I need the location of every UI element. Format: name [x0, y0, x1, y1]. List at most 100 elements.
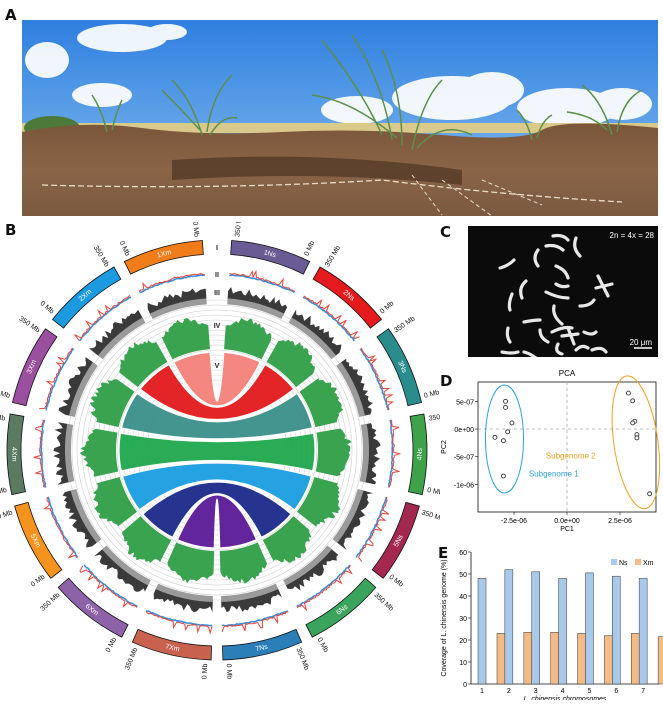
position-tick-label: 350 Mb [190, 222, 199, 237]
chromosome-band-4Ns [408, 413, 428, 496]
panel-label-d: D [440, 372, 453, 390]
y-tick: -5e-07 [454, 455, 474, 462]
pca-point [630, 398, 636, 404]
y-tick: -1e-06 [454, 482, 474, 489]
position-tick-label: 0 Mb [105, 637, 119, 654]
position-tick-label: 350 Mb [18, 315, 41, 334]
position-tick-label: 0 Mb [0, 487, 8, 497]
panel-label-c: C [440, 223, 452, 241]
x-tick: 2 [507, 688, 511, 695]
histogram-track [53, 286, 381, 613]
position-tick-label: 350 Mb [0, 412, 6, 422]
chromosome-band-5Ns [371, 501, 420, 579]
chromosome-band-2Xm [51, 266, 122, 329]
position-tick-label: 350 Mb [295, 647, 310, 671]
legend-swatch-Xm [635, 559, 641, 565]
bar-Ns-7 [638, 578, 648, 685]
bar-Xm-3 [550, 632, 559, 685]
chromosome-band-2Ns [312, 266, 383, 329]
pca-point [492, 434, 498, 440]
panel-label-a: A [5, 6, 17, 24]
y-tick: 50 [459, 572, 467, 579]
coverage-bar-chart: 0 10 20 30 40 50 60 1 2 3 4 5 6 7 L. chinensis chromos… [438, 538, 663, 703]
position-tick-label: 350 Mb [0, 509, 14, 523]
bar-Ns-5 [585, 572, 594, 685]
y-tick: 40 [459, 594, 467, 601]
chromosome-band-6Xm [57, 577, 129, 638]
bar-Ns-1 [477, 578, 487, 685]
y-axis-label: Coverage of L. chinensis genome (%) [441, 559, 448, 676]
synteny-links [118, 351, 316, 549]
position-tick-label: 0 Mb [30, 574, 47, 589]
x-tick: 6 [614, 688, 618, 695]
position-tick-label: 0 Mb [316, 637, 330, 654]
chromosome-band-1Xm [123, 240, 204, 275]
position-tick-label: 350 Mb [92, 245, 110, 269]
scale-bar-label: 20 μm [630, 338, 653, 347]
position-tick-label: 350 Mb [124, 647, 139, 671]
legend-swatch-Ns [611, 559, 617, 565]
chromosome-band-5Xm [14, 501, 63, 579]
y-tick: 0e+00 [454, 427, 474, 434]
track-label: V [215, 363, 220, 370]
position-tick-label: 0 Mb [388, 574, 405, 589]
subgenome-2-label: Subgenome 2 [546, 451, 596, 460]
pca-point [500, 438, 506, 444]
position-tick-label: 0 Mb [118, 240, 131, 257]
position-tick-label: 0 Mb [423, 389, 440, 400]
position-tick-label: 0 Mb [201, 663, 209, 679]
bar-Ns-4 [558, 578, 567, 685]
bar-Xm-2 [523, 632, 533, 685]
bar-Ns-3 [531, 571, 540, 685]
y-tick: 0 [463, 682, 467, 689]
y-tick: 10 [459, 660, 467, 667]
line-track [33, 269, 402, 635]
chromosome-label: 7Xm [165, 643, 181, 653]
position-tick-label: 0 Mb [225, 664, 233, 680]
chromosome-label: 1Ns [263, 249, 277, 259]
circos-plot: 1Ns 2Ns 3Ns 4Ns 5Ns 6Ns 7Ns 7Xm 6Xm 5Xm 4Xm 3Xm 2Xm 1… [0, 213, 452, 700]
position-tick-label: 0 Mb [379, 300, 396, 315]
chromosome-ideogram: 1Ns2Ns3Ns4Ns5Ns6Ns7Ns7Xm6Xm5Xm4Xm3Xm2Xm1… [6, 240, 428, 661]
x-tick: 7 [641, 688, 645, 695]
track-label: II [215, 272, 219, 279]
chromosome-band-3Ns [376, 328, 423, 407]
position-tick-label: 350 Mb [39, 592, 61, 613]
bar-Xm-1 [496, 633, 506, 685]
subgenome-2-ellipse [611, 375, 661, 510]
pca-point [634, 435, 640, 441]
position-tick-label: 0 Mb [427, 487, 440, 497]
pca-title: PCA [559, 369, 576, 378]
position-tick-label: 350 Mb [393, 315, 416, 334]
chromosomes [498, 233, 614, 362]
position-tick-label: 350 Mb [324, 245, 342, 269]
chromosome-label: 4Xm [10, 447, 17, 462]
bar-Ns-2 [504, 569, 514, 685]
chromosome-label: 4Ns [417, 447, 424, 460]
clouds [25, 24, 652, 128]
x-tick: -2.5e-06 [501, 518, 527, 525]
x-tick: 1 [480, 688, 484, 695]
x-tick: 0.0e+00 [554, 518, 580, 525]
chromosome-band-6Ns [305, 577, 377, 638]
y-tick: 20 [459, 638, 467, 645]
track-label: III [214, 290, 220, 297]
panel-label-e: E [438, 544, 449, 562]
plants [91, 34, 643, 151]
bar-Xm-6 [631, 633, 640, 685]
bar-Ns-6 [612, 575, 621, 685]
position-tick-label: 0 Mb [39, 300, 56, 315]
panel-label-b: B [5, 221, 17, 239]
pca-scatter-plot: PCA 5e-07 0e+00 -5e-07 -1e-06 -2.5e-06 0.0e+00… [438, 365, 663, 535]
bar-Xm-5 [604, 635, 613, 685]
x-axis-label: L. chinensis chromosomes [524, 696, 607, 700]
position-tick-label: 0 Mb [303, 240, 316, 257]
pca-point [509, 420, 515, 426]
x-axis-label: PC1 [560, 526, 574, 533]
position-tick-label: 350 Mb [373, 592, 395, 613]
legend-label: Ns [619, 560, 628, 567]
ploidy-label: 2n = 4x = 28 [610, 231, 655, 240]
track-label: IV [214, 323, 221, 330]
pca-point [500, 473, 506, 479]
position-tick-label: 0 Mb [0, 389, 11, 400]
